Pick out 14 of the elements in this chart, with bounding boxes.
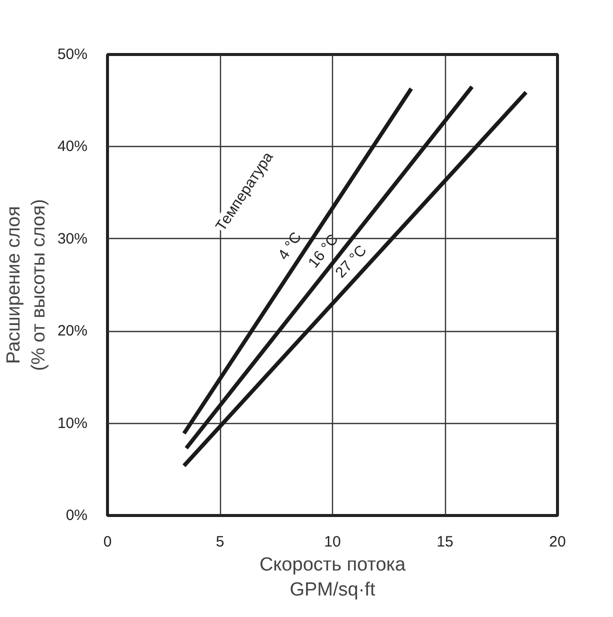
x-axis-title: Скорость потока GPM/sq·ft (259, 554, 406, 601)
x-tick-label: 20 (549, 534, 566, 550)
y-tick-label: 50% (57, 46, 88, 63)
x-tick-label: 0 (103, 534, 112, 550)
x-tick-label: 15 (436, 534, 454, 550)
y-tick-label: 40% (57, 138, 88, 156)
x-tick-label: 5 (216, 534, 224, 550)
y-axis-title: Расширение слоя (% от высоты слоя) (3, 199, 50, 371)
y-tick-label: 10% (57, 414, 88, 432)
y-tick-label: 20% (57, 322, 88, 340)
x-tick-label: 10 (324, 534, 341, 550)
text: 4 °C (274, 229, 306, 264)
y-tick-label: 0% (66, 507, 88, 524)
y-tick-label: 30% (57, 230, 88, 248)
